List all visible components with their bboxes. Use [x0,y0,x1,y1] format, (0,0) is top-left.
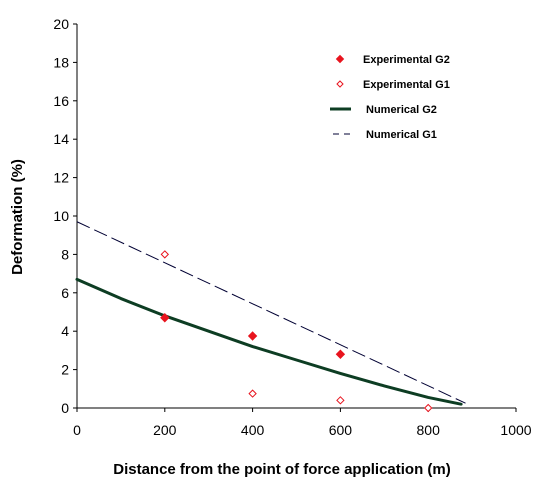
y-tick-label: 2 [61,362,69,378]
series-line-numerical-g2 [75,277,463,406]
y-tick-label: 0 [61,400,69,416]
y-tick-label: 12 [53,170,69,186]
x-tick-label: 0 [73,422,81,438]
legend-label-numerical-g1: Numerical G1 [366,129,437,141]
y-tick-label: 4 [61,323,69,339]
legend-label-numerical-g2: Numerical G2 [366,104,437,116]
y-tick-label: 14 [53,131,69,147]
data-point-experimental-g2 [247,331,258,341]
data-point-experimental-g1 [336,396,345,405]
legend-swatch-experimental-g1 [336,80,344,88]
x-axis-label: Distance from the point of force applica… [113,461,451,478]
y-axis-label: Deformation (%) [9,159,26,275]
data-point-experimental-g1 [248,389,257,398]
x-tick-label: 600 [329,422,353,438]
series-line-numerical-g1 [76,221,466,404]
x-tick-label: 800 [417,422,441,438]
data-point-experimental-g2 [335,349,346,359]
y-tick-label: 20 [53,16,69,32]
y-tick-label: 10 [53,208,69,224]
x-tick-label: 200 [153,422,177,438]
x-tick-label: 400 [241,422,265,438]
legend-swatch-experimental-g2 [335,54,345,64]
series-layer [75,221,466,413]
y-tick-label: 18 [53,54,69,70]
y-tick-label: 6 [61,285,69,301]
legend: Experimental G2 Experimental G1 Numerical … [330,54,450,141]
data-point-experimental-g1 [160,250,170,259]
data-point-experimental-g1 [423,403,433,413]
y-tick-label: 16 [53,93,69,109]
data-point-experimental-g2 [160,313,170,323]
legend-label-experimental-g2: Experimental G2 [363,54,450,66]
y-tick-label: 8 [61,246,69,262]
legend-label-experimental-g1: Experimental G1 [363,79,450,91]
x-tick-label: 1000 [500,422,531,438]
